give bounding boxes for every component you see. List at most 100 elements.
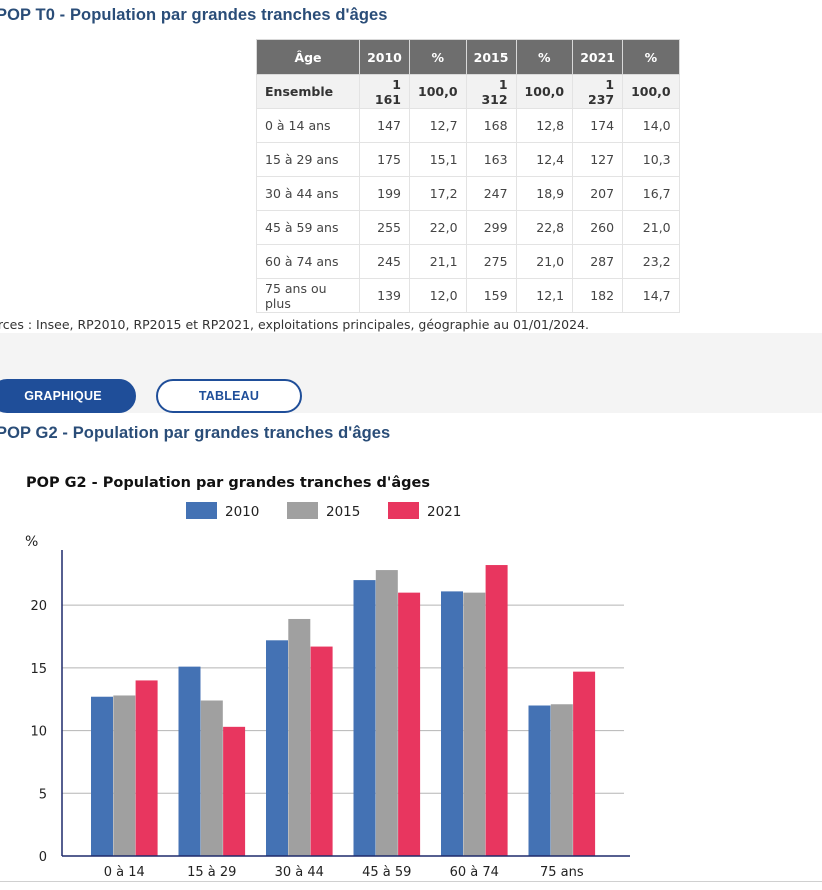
table-cell: 147 <box>359 108 410 143</box>
table-cell: 12,7 <box>409 108 467 143</box>
x-tick-label: 30 à 44 <box>275 865 324 880</box>
bar-2010-4[interactable] <box>441 591 463 856</box>
table-cell-label: 15 à 29 ans <box>256 142 360 177</box>
table-cell: 207 <box>572 176 624 211</box>
table-cell: 21,0 <box>515 244 574 279</box>
bar-2015-4[interactable] <box>463 592 486 856</box>
table-cell: 174 <box>572 108 624 143</box>
legend-swatch-2015[interactable] <box>287 502 318 519</box>
table-cell: 100,0 <box>515 74 574 109</box>
bars <box>91 565 596 856</box>
table-cell: 100,0 <box>622 74 680 109</box>
table-row: 0 à 14 ans 147 12,7 168 12,8 174 14,0 <box>256 108 680 143</box>
table-cell: 21,1 <box>409 244 467 279</box>
table-cell: 1 312 <box>465 74 517 109</box>
bar-2021-0[interactable] <box>135 680 158 856</box>
bar-2015-5[interactable] <box>550 704 573 856</box>
table-cell: 18,9 <box>515 176 574 211</box>
bar-2015-2[interactable] <box>288 618 311 856</box>
header-pct-2021: % <box>622 39 680 75</box>
chart-section-title: POP G2 - Population par grandes tranches… <box>0 424 391 442</box>
table-cell: 287 <box>572 244 624 279</box>
chart-legend: 2010 2015 2021 <box>186 502 461 520</box>
table-cell: 139 <box>359 278 410 313</box>
y-axis-label: % <box>25 534 38 550</box>
y-tick-label: 5 <box>39 787 47 802</box>
header-pct-2015: % <box>515 39 574 75</box>
bottom-divider <box>0 881 822 882</box>
y-tick-label: 0 <box>39 850 47 865</box>
bar-2021-2[interactable] <box>310 646 333 856</box>
bar-2010-5[interactable] <box>528 705 551 856</box>
bar-2010-2[interactable] <box>266 640 288 856</box>
table-cell-label: Ensemble <box>256 74 360 109</box>
x-axis-ticks: 0 à 14 15 à 29 30 à 44 45 à 59 60 à 74 75 ans <box>104 865 584 880</box>
table-row-total: Ensemble 1 161 100,0 1 312 100,0 1 237 100,0 <box>256 74 680 109</box>
bar-2010-3[interactable] <box>353 580 376 856</box>
bar-2010-1[interactable] <box>178 666 201 856</box>
bar-2021-5[interactable] <box>573 671 596 856</box>
table-row: 30 à 44 ans 199 17,2 247 18,9 207 16,7 <box>256 176 680 211</box>
y-axis-ticks: 0 5 10 15 20 <box>30 599 47 865</box>
table-view-button[interactable]: TABLEAU <box>156 379 302 413</box>
table-cell-label: 0 à 14 ans <box>256 108 360 143</box>
bar-2010-0[interactable] <box>91 696 113 856</box>
header-2010: 2010 <box>359 39 410 75</box>
table-cell: 127 <box>572 142 624 177</box>
header-pct-2010: % <box>409 39 467 75</box>
table-cell: 100,0 <box>409 74 467 109</box>
chart-title: POP G2 - Population par grandes tranches… <box>26 475 430 491</box>
y-tick-label: 10 <box>30 725 47 740</box>
graph-view-button[interactable]: GRAPHIQUE <box>0 379 136 413</box>
population-table: Âge 2010 % 2015 % 2021 % Ensemble 1 161 10… <box>256 39 680 313</box>
legend-label[interactable]: 2021 <box>427 504 461 520</box>
table-cell: 12,4 <box>515 142 574 177</box>
bar-2021-3[interactable] <box>398 592 421 856</box>
bar-2015-0[interactable] <box>113 695 136 856</box>
table-row: 45 à 59 ans 255 22,0 299 22,8 260 21,0 <box>256 210 680 245</box>
source-note: urces : Insee, RP2010, RP2015 et RP2021,… <box>0 317 589 332</box>
legend-label[interactable]: 2010 <box>225 504 259 520</box>
table-row: 75 ans ou plus 139 12,0 159 12,1 182 14,7 <box>256 278 680 313</box>
x-tick-label: 0 à 14 <box>104 865 145 880</box>
legend-label[interactable]: 2015 <box>326 504 360 520</box>
bar-chart: POP G2 - Population par grandes tranches… <box>25 475 630 880</box>
table-cell: 260 <box>572 210 624 245</box>
bar-2021-1[interactable] <box>223 726 246 856</box>
y-tick-label: 15 <box>30 662 47 677</box>
table-cell: 163 <box>465 142 517 177</box>
table-row: 15 à 29 ans 175 15,1 163 12,4 127 10,3 <box>256 142 680 177</box>
x-tick-label: 60 à 74 <box>450 865 499 880</box>
table-cell: 10,3 <box>622 142 680 177</box>
table-header-row: Âge 2010 % 2015 % 2021 % <box>256 39 680 75</box>
table-cell: 16,7 <box>622 176 680 211</box>
table-row: 60 à 74 ans 245 21,1 275 21,0 287 23,2 <box>256 244 680 279</box>
table-cell: 299 <box>465 210 517 245</box>
header-age: Âge <box>256 39 360 75</box>
table-cell: 12,0 <box>409 278 467 313</box>
table-cell: 1 161 <box>359 74 410 109</box>
bar-2015-1[interactable] <box>200 700 223 856</box>
table-cell: 12,1 <box>515 278 574 313</box>
table-cell-label: 30 à 44 ans <box>256 176 360 211</box>
table-cell: 14,0 <box>622 108 680 143</box>
header-2021: 2021 <box>572 39 624 75</box>
x-tick-label: 75 ans <box>540 865 584 880</box>
table-cell: 23,2 <box>622 244 680 279</box>
bar-2015-3[interactable] <box>375 570 398 856</box>
header-2015: 2015 <box>465 39 517 75</box>
table-cell: 14,7 <box>622 278 680 313</box>
y-tick-label: 20 <box>30 599 47 614</box>
table-cell: 22,0 <box>409 210 467 245</box>
table-cell: 199 <box>359 176 410 211</box>
bar-2021-4[interactable] <box>485 565 508 856</box>
table-cell: 182 <box>572 278 624 313</box>
table-title: POP T0 - Population par grandes tranches… <box>0 6 388 24</box>
table-cell: 21,0 <box>622 210 680 245</box>
table-cell-label: 45 à 59 ans <box>256 210 360 245</box>
legend-swatch-2021[interactable] <box>388 502 419 519</box>
legend-swatch-2010[interactable] <box>186 502 217 519</box>
table-cell: 247 <box>465 176 517 211</box>
table-cell-label: 75 ans ou plus <box>256 278 360 313</box>
table-cell: 168 <box>465 108 517 143</box>
